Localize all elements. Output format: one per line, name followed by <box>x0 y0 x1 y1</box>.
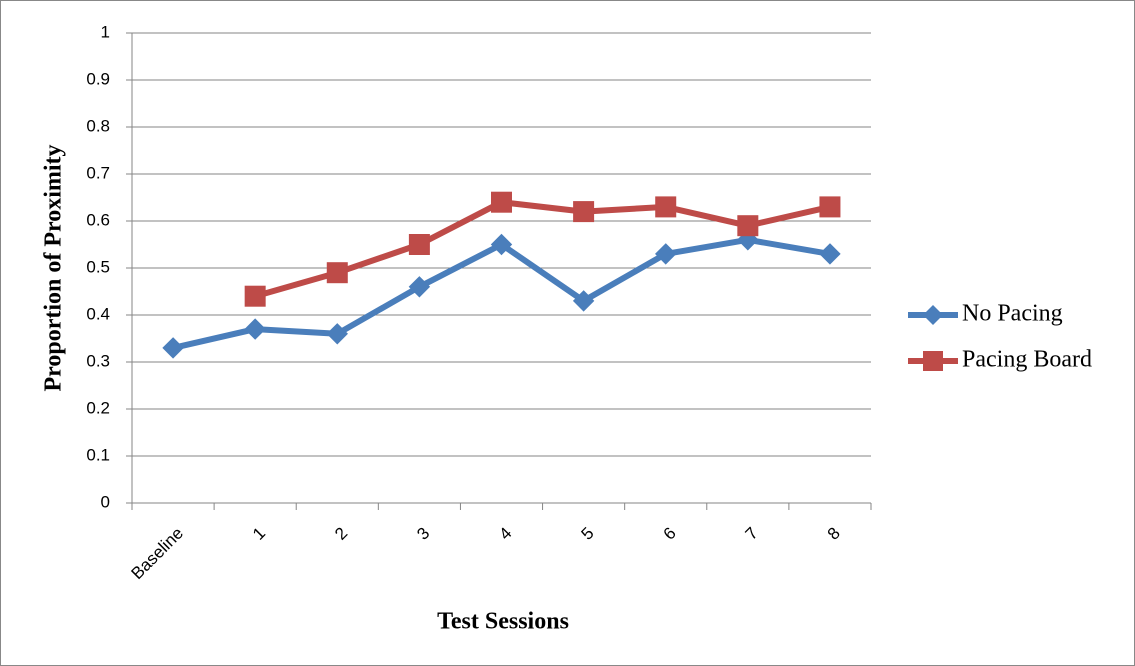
y-tick-label: 0.6 <box>86 210 110 229</box>
data-point <box>573 201 595 223</box>
data-point <box>326 262 348 284</box>
data-point <box>491 191 512 213</box>
legend-label: No Pacing <box>962 301 1063 327</box>
legend-marker <box>923 305 943 325</box>
y-axis-title: Proportion of Proximity <box>41 144 67 391</box>
y-tick-label: 0.1 <box>86 445 110 464</box>
data-point <box>490 233 513 256</box>
y-tick-label: 0.9 <box>86 69 110 88</box>
data-point <box>655 243 677 265</box>
y-tick-label: 0.3 <box>86 351 110 370</box>
data-point <box>162 337 184 359</box>
y-tick-label: 0.8 <box>86 116 110 135</box>
y-tick-label: 0.5 <box>86 257 110 276</box>
data-point <box>408 276 431 298</box>
y-tick-label: 0 <box>101 492 110 511</box>
data-point <box>408 234 430 255</box>
y-tick-label: 1 <box>101 22 110 41</box>
legend-marker <box>923 351 943 371</box>
data-point <box>326 323 348 345</box>
y-tick-label: 0.2 <box>86 398 110 417</box>
data-point <box>737 215 759 237</box>
data-point <box>819 196 841 218</box>
y-tick-label: 0.4 <box>86 304 110 323</box>
legend-label: Pacing Board <box>962 347 1092 373</box>
data-point <box>655 196 677 218</box>
data-point <box>572 290 595 312</box>
x-axis-title: Test Sessions <box>437 609 569 635</box>
data-point <box>244 318 266 340</box>
series-line <box>254 199 831 300</box>
data-point <box>819 243 841 265</box>
data-point <box>244 285 266 307</box>
y-tick-label: 0.7 <box>86 163 110 182</box>
